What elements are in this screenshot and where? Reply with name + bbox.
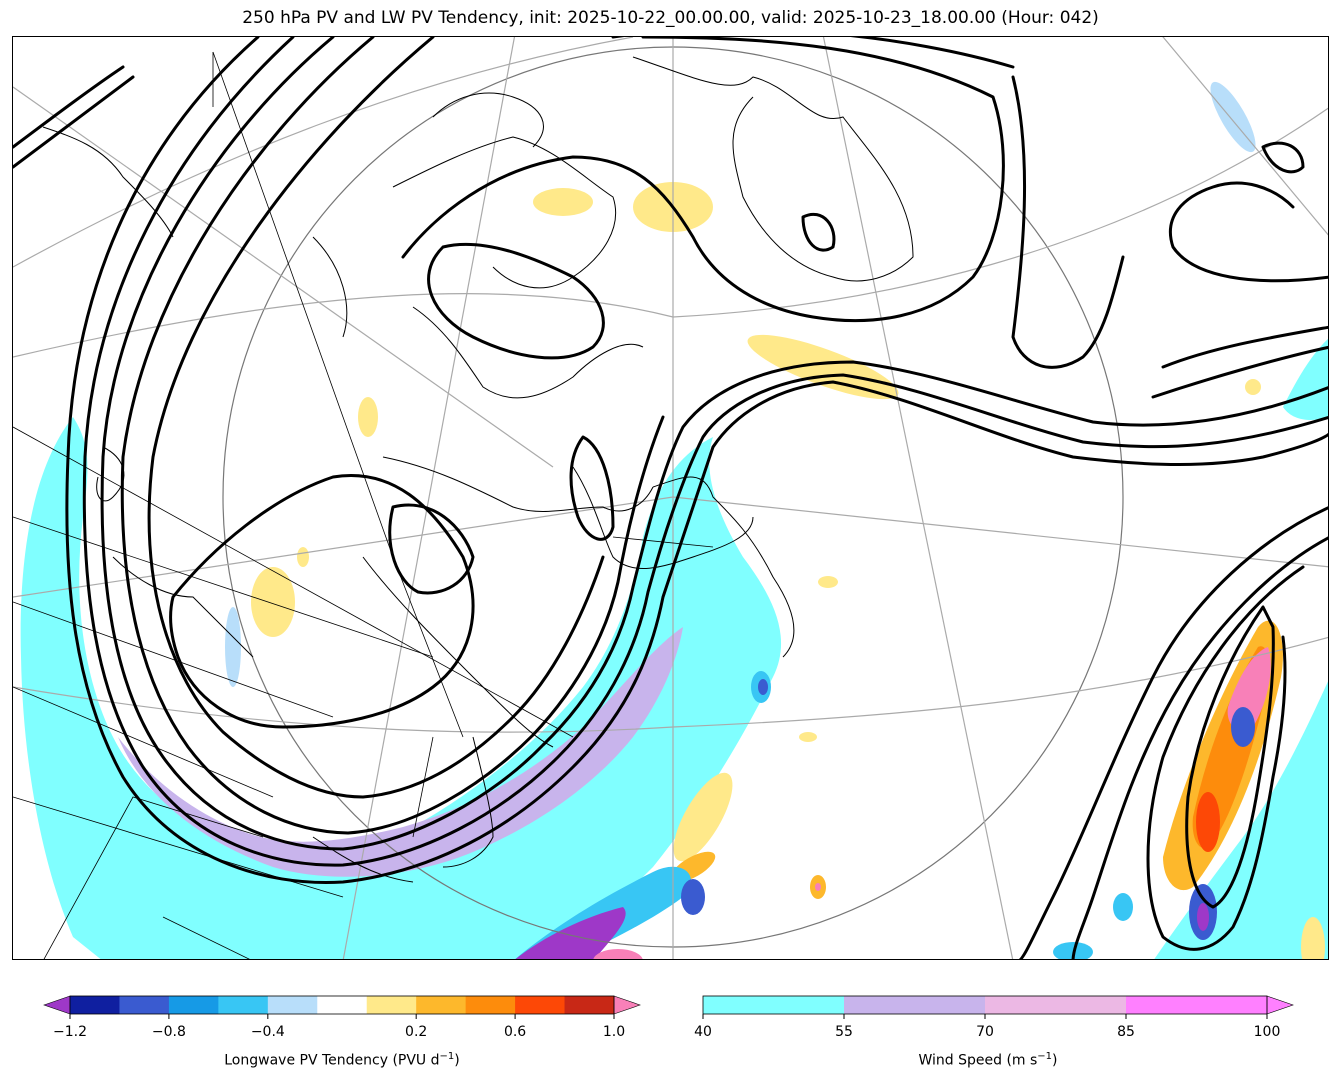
pv-colorbar-segment xyxy=(119,996,170,1014)
pv-contour-5 xyxy=(147,37,605,799)
pv-contours xyxy=(13,37,1328,959)
pv-tendency-negative-patches xyxy=(225,81,1256,959)
pv-tendency-strong-patches xyxy=(670,620,1283,891)
jet-core-shading xyxy=(118,627,683,877)
plot-title: 250 hPa PV and LW PV Tendency, init: 202… xyxy=(242,8,1099,28)
pv-colorbar-segment xyxy=(168,996,219,1014)
pv-contour-hudson xyxy=(427,242,605,360)
map-canvas xyxy=(13,37,1328,959)
boundaries xyxy=(13,51,714,959)
pv-tendency-colorbar: −1.2 −0.8 −0.4 0.2 0.6 1.0 xyxy=(43,995,641,1040)
wind-colorbar-tick-label: 85 xyxy=(1117,1024,1135,1040)
pv-colorbar-segment xyxy=(366,996,417,1014)
pv-contour-4 xyxy=(120,37,665,835)
pv-tendency-colorbar-label-end: ) xyxy=(454,1052,460,1069)
pv-contour-greenland-east xyxy=(1168,181,1328,283)
wind-colorbar-segment xyxy=(844,996,986,1014)
pv-contour-ne-arm xyxy=(1161,325,1328,369)
pv-tendency-positive-patches xyxy=(251,182,1325,959)
pv-contour-east-3 xyxy=(1146,565,1305,951)
pv-colorbar-extend-high xyxy=(613,995,641,1015)
pv-contour-ridge xyxy=(401,37,1005,323)
pv-contour-east-2 xyxy=(1071,536,1328,959)
pv-contour-gulf xyxy=(569,435,615,541)
coastlines xyxy=(42,56,914,883)
wind-colorbar-segment xyxy=(985,996,1127,1014)
pv-contour-small-2 xyxy=(801,212,836,252)
wind-speed-colorbar-label: Wind Speed (m s−1) xyxy=(703,1051,1273,1069)
pv-colorbar-tick-label: −0.4 xyxy=(251,1024,285,1040)
wind-speed-colorbar-label-end: ) xyxy=(1052,1052,1058,1069)
pv-colorbar-extend-low xyxy=(43,995,71,1015)
wind-speed-colorbar-graphic: 40 55 70 85 100 xyxy=(694,995,1294,1040)
pv-colorbar-tick-label: 1.0 xyxy=(603,1024,625,1040)
wind-colorbar-extend-high xyxy=(1266,995,1294,1015)
pv-contour-outer xyxy=(65,37,1328,885)
pv-tendency-colorbar-graphic: −1.2 −0.8 −0.4 0.2 0.6 1.0 xyxy=(43,995,641,1040)
pv-colorbar-segment xyxy=(317,996,368,1014)
pv-colorbar-segment xyxy=(515,996,566,1014)
pv-contour-ne-arm-2 xyxy=(1151,345,1328,399)
wind-colorbar-segment xyxy=(703,996,845,1014)
pv-colorbar-segment xyxy=(564,996,615,1014)
wind-speed-colorbar-label-sup: −1 xyxy=(1037,1051,1053,1062)
pv-contour-inner-low xyxy=(169,474,475,729)
pv-colorbar-segment xyxy=(218,996,269,1014)
pv-colorbar-segment xyxy=(465,996,516,1014)
pv-colorbar-segment xyxy=(416,996,467,1014)
wind-colorbar-tick-label: 40 xyxy=(694,1024,712,1040)
jet-wind-shading xyxy=(20,417,781,959)
pv-colorbar-segment xyxy=(70,996,120,1014)
pv-tendency-colorbar-label: Longwave PV Tendency (PVU d−1) xyxy=(44,1051,640,1069)
wind-speed-colorbar: 40 55 70 85 100 xyxy=(694,995,1299,1040)
pv-colorbar-outline xyxy=(69,995,615,1015)
pv-contour-small-1 xyxy=(1261,141,1305,174)
pv-contour-3 xyxy=(100,37,1328,851)
pv-colorbar-tick-label: 0.6 xyxy=(504,1024,526,1040)
wind-speed-colorbar-label-text: Wind Speed (m s xyxy=(918,1052,1038,1069)
pv-tendency-colorbar-label-sup: −1 xyxy=(439,1051,455,1062)
pv-colorbar-tick-label: 0.2 xyxy=(405,1024,427,1040)
map-panel xyxy=(12,36,1329,960)
pv-contour-north-loop xyxy=(1011,75,1125,369)
wind-colorbar-tick-label: 70 xyxy=(976,1024,994,1040)
wind-colorbar-tick-label: 100 xyxy=(1254,1024,1281,1040)
pv-contour-east-core xyxy=(1185,605,1275,909)
pv-colorbar-segment xyxy=(267,996,318,1014)
pv-contour-2 xyxy=(82,37,1328,867)
pv-contour-nw-band xyxy=(13,65,125,149)
jet-wind-shading-southeast xyxy=(1154,681,1328,959)
pv-contour-inner-2 xyxy=(388,503,475,595)
pv-contour-east-1 xyxy=(1018,506,1328,959)
pv-colorbar-tick-label: −1.2 xyxy=(53,1024,87,1040)
pv-colorbar-tick-label: −0.8 xyxy=(152,1024,186,1040)
wind-colorbar-segment xyxy=(1126,996,1268,1014)
pv-contour-nw-band-2 xyxy=(13,75,135,169)
pv-tendency-colorbar-label-text: Longwave PV Tendency (PVU d xyxy=(224,1052,440,1069)
pv-contour-ridge-2 xyxy=(611,37,1015,69)
wind-colorbar-tick-label: 55 xyxy=(835,1024,853,1040)
